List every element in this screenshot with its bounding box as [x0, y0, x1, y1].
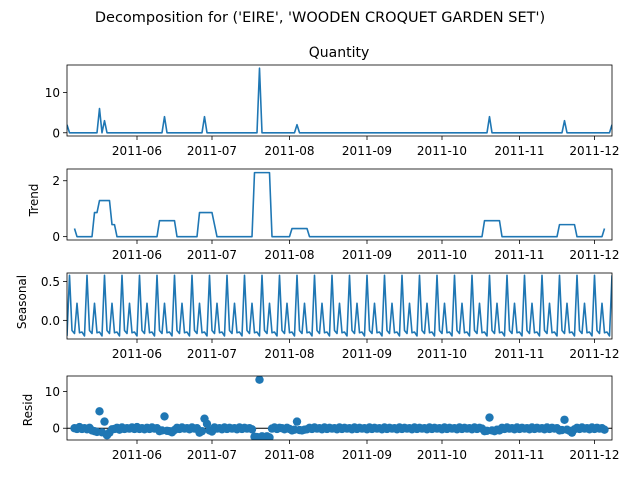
axes-3: 0.0 0.5 2011-06 2011-07 2011-08 2011-09 2011-1… [41, 272, 620, 361]
resid-point [560, 415, 569, 424]
y-tick-label: 0.5 [41, 275, 60, 289]
x-tick-label: 2011-12 [569, 144, 619, 158]
axes-2: 0 2 2011-06 2011-07 2011-08 2011-09 2011-10 201… [52, 168, 620, 262]
panel-seasonal: Seasonal [15, 275, 29, 329]
resid-point [247, 425, 257, 434]
axes-4: 0 10 2011-06 2011-07 2011-08 2011-09 2011-10 20… [45, 375, 620, 462]
x-tick-label: 2011-09 [342, 144, 392, 158]
x-tick-label: 2011-10 [417, 448, 467, 462]
resid-point [197, 426, 207, 436]
resid-point [100, 417, 109, 426]
x-tick-label: 2011-10 [417, 347, 467, 361]
series-line [73, 171, 606, 238]
x-tick-label: 2011-08 [264, 448, 314, 462]
y-tick-label: 0 [52, 126, 60, 140]
y-tick-label: 2 [52, 174, 60, 188]
panel-trend: Trend [27, 184, 41, 218]
x-tick-label: 2011-07 [187, 347, 237, 361]
panel-seasonal-ylabel: Seasonal [15, 275, 29, 329]
x-tick-label: 2011-09 [342, 448, 392, 462]
series-2 [73, 171, 606, 238]
x-tick-label: 2011-06 [112, 448, 162, 462]
x-tick-label: 2011-11 [494, 248, 544, 262]
axes-frame [66, 272, 613, 340]
series-line [67, 67, 612, 134]
axes-frame [66, 375, 613, 441]
panel-quantity-title: Quantity [309, 45, 370, 61]
x-tick-label: 2011-07 [187, 248, 237, 262]
y-tick-label: 10 [45, 385, 60, 399]
series-3 [67, 274, 612, 337]
resid-point [292, 417, 302, 426]
panel-resid-ylabel: Resid [21, 394, 35, 426]
x-tick-label: 2011-11 [494, 144, 544, 158]
y-tick-label: 0 [52, 422, 60, 436]
x-tick-label: 2011-10 [417, 248, 467, 262]
series-1 [67, 67, 612, 134]
x-tick-label: 2011-08 [264, 248, 314, 262]
resid-point [265, 433, 274, 440]
resid-point [255, 376, 264, 384]
panel-resid: Resid [21, 394, 35, 426]
x-tick-label: 2011-07 [187, 448, 237, 462]
y-tick-label: 0.0 [41, 314, 60, 328]
x-tick-label: 2011-11 [494, 448, 544, 462]
axes-1: 0 10 2011-06 2011-07 2011-08 2011-09 2011-10 20… [45, 64, 620, 158]
x-tick-label: 2011-06 [112, 248, 162, 262]
resid-point [485, 413, 494, 422]
resid-point [95, 407, 104, 416]
x-tick-label: 2011-09 [342, 347, 392, 361]
axes-frame [66, 64, 613, 137]
x-tick-label: 2011-12 [569, 347, 619, 361]
y-tick-label: 10 [45, 86, 60, 100]
x-tick-label: 2011-08 [264, 347, 314, 361]
axes-frame [66, 168, 613, 241]
x-tick-label: 2011-08 [264, 144, 314, 158]
x-tick-label: 2011-07 [187, 144, 237, 158]
x-tick-label: 2011-06 [112, 347, 162, 361]
x-tick-label: 2011-12 [569, 448, 619, 462]
resid-point [202, 419, 212, 429]
figure-suptitle: Decomposition for ('EIRE', 'WOODEN CROQU… [95, 10, 545, 26]
resid-point [160, 412, 169, 421]
x-tick-label: 2011-06 [112, 144, 162, 158]
seasonal-line [67, 274, 612, 337]
x-tick-label: 2011-09 [342, 248, 392, 262]
x-tick-label: 2011-11 [494, 347, 544, 361]
series-4 [67, 376, 612, 440]
x-tick-label: 2011-10 [417, 144, 467, 158]
resid-point [600, 425, 609, 434]
panel-trend-ylabel: Trend [27, 184, 41, 218]
x-tick-label: 2011-12 [569, 248, 619, 262]
y-tick-label: 0 [52, 230, 60, 244]
panel-quantity: Quantity [309, 45, 370, 61]
